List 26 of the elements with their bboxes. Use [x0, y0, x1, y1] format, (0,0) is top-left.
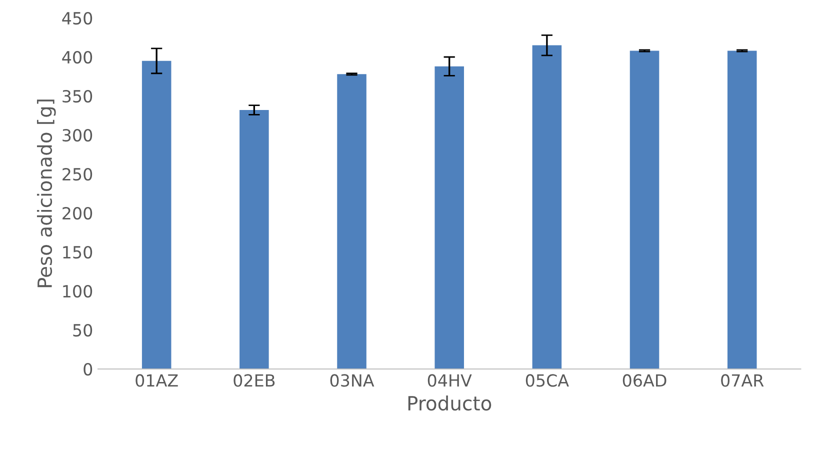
bar	[630, 50, 660, 369]
bar	[240, 110, 269, 369]
x-tick-label: 01AZ	[136, 374, 178, 387]
bar	[532, 45, 562, 369]
y-tick-label: 150	[63, 246, 92, 259]
y-tick-label: 200	[62, 206, 92, 220]
y-tick-label: 50	[73, 324, 92, 337]
y-tick-label: 100	[63, 284, 92, 298]
y-axis-title: Peso adicionado [g]	[36, 100, 56, 288]
y-tick-label: 350	[62, 90, 92, 103]
x-tick-label: 05CA	[526, 374, 569, 387]
bar	[727, 50, 757, 369]
y-tick-label: 400	[62, 50, 92, 64]
bar	[434, 66, 464, 369]
x-tick-label: 02EB	[234, 374, 275, 387]
y-tick-label: 0	[84, 362, 92, 376]
y-tick-label: 300	[62, 128, 92, 142]
bar	[142, 60, 172, 369]
bar	[337, 74, 366, 369]
x-axis-title: Producto	[408, 396, 492, 411]
y-tick-label: 250	[62, 168, 92, 181]
x-tick-label: 07AR	[721, 374, 764, 387]
x-tick-label: 03NA	[330, 374, 374, 387]
y-tick-label: 450	[62, 12, 92, 25]
x-tick-label: 04HV	[428, 374, 472, 387]
x-tick-label: 06AD	[622, 374, 666, 387]
